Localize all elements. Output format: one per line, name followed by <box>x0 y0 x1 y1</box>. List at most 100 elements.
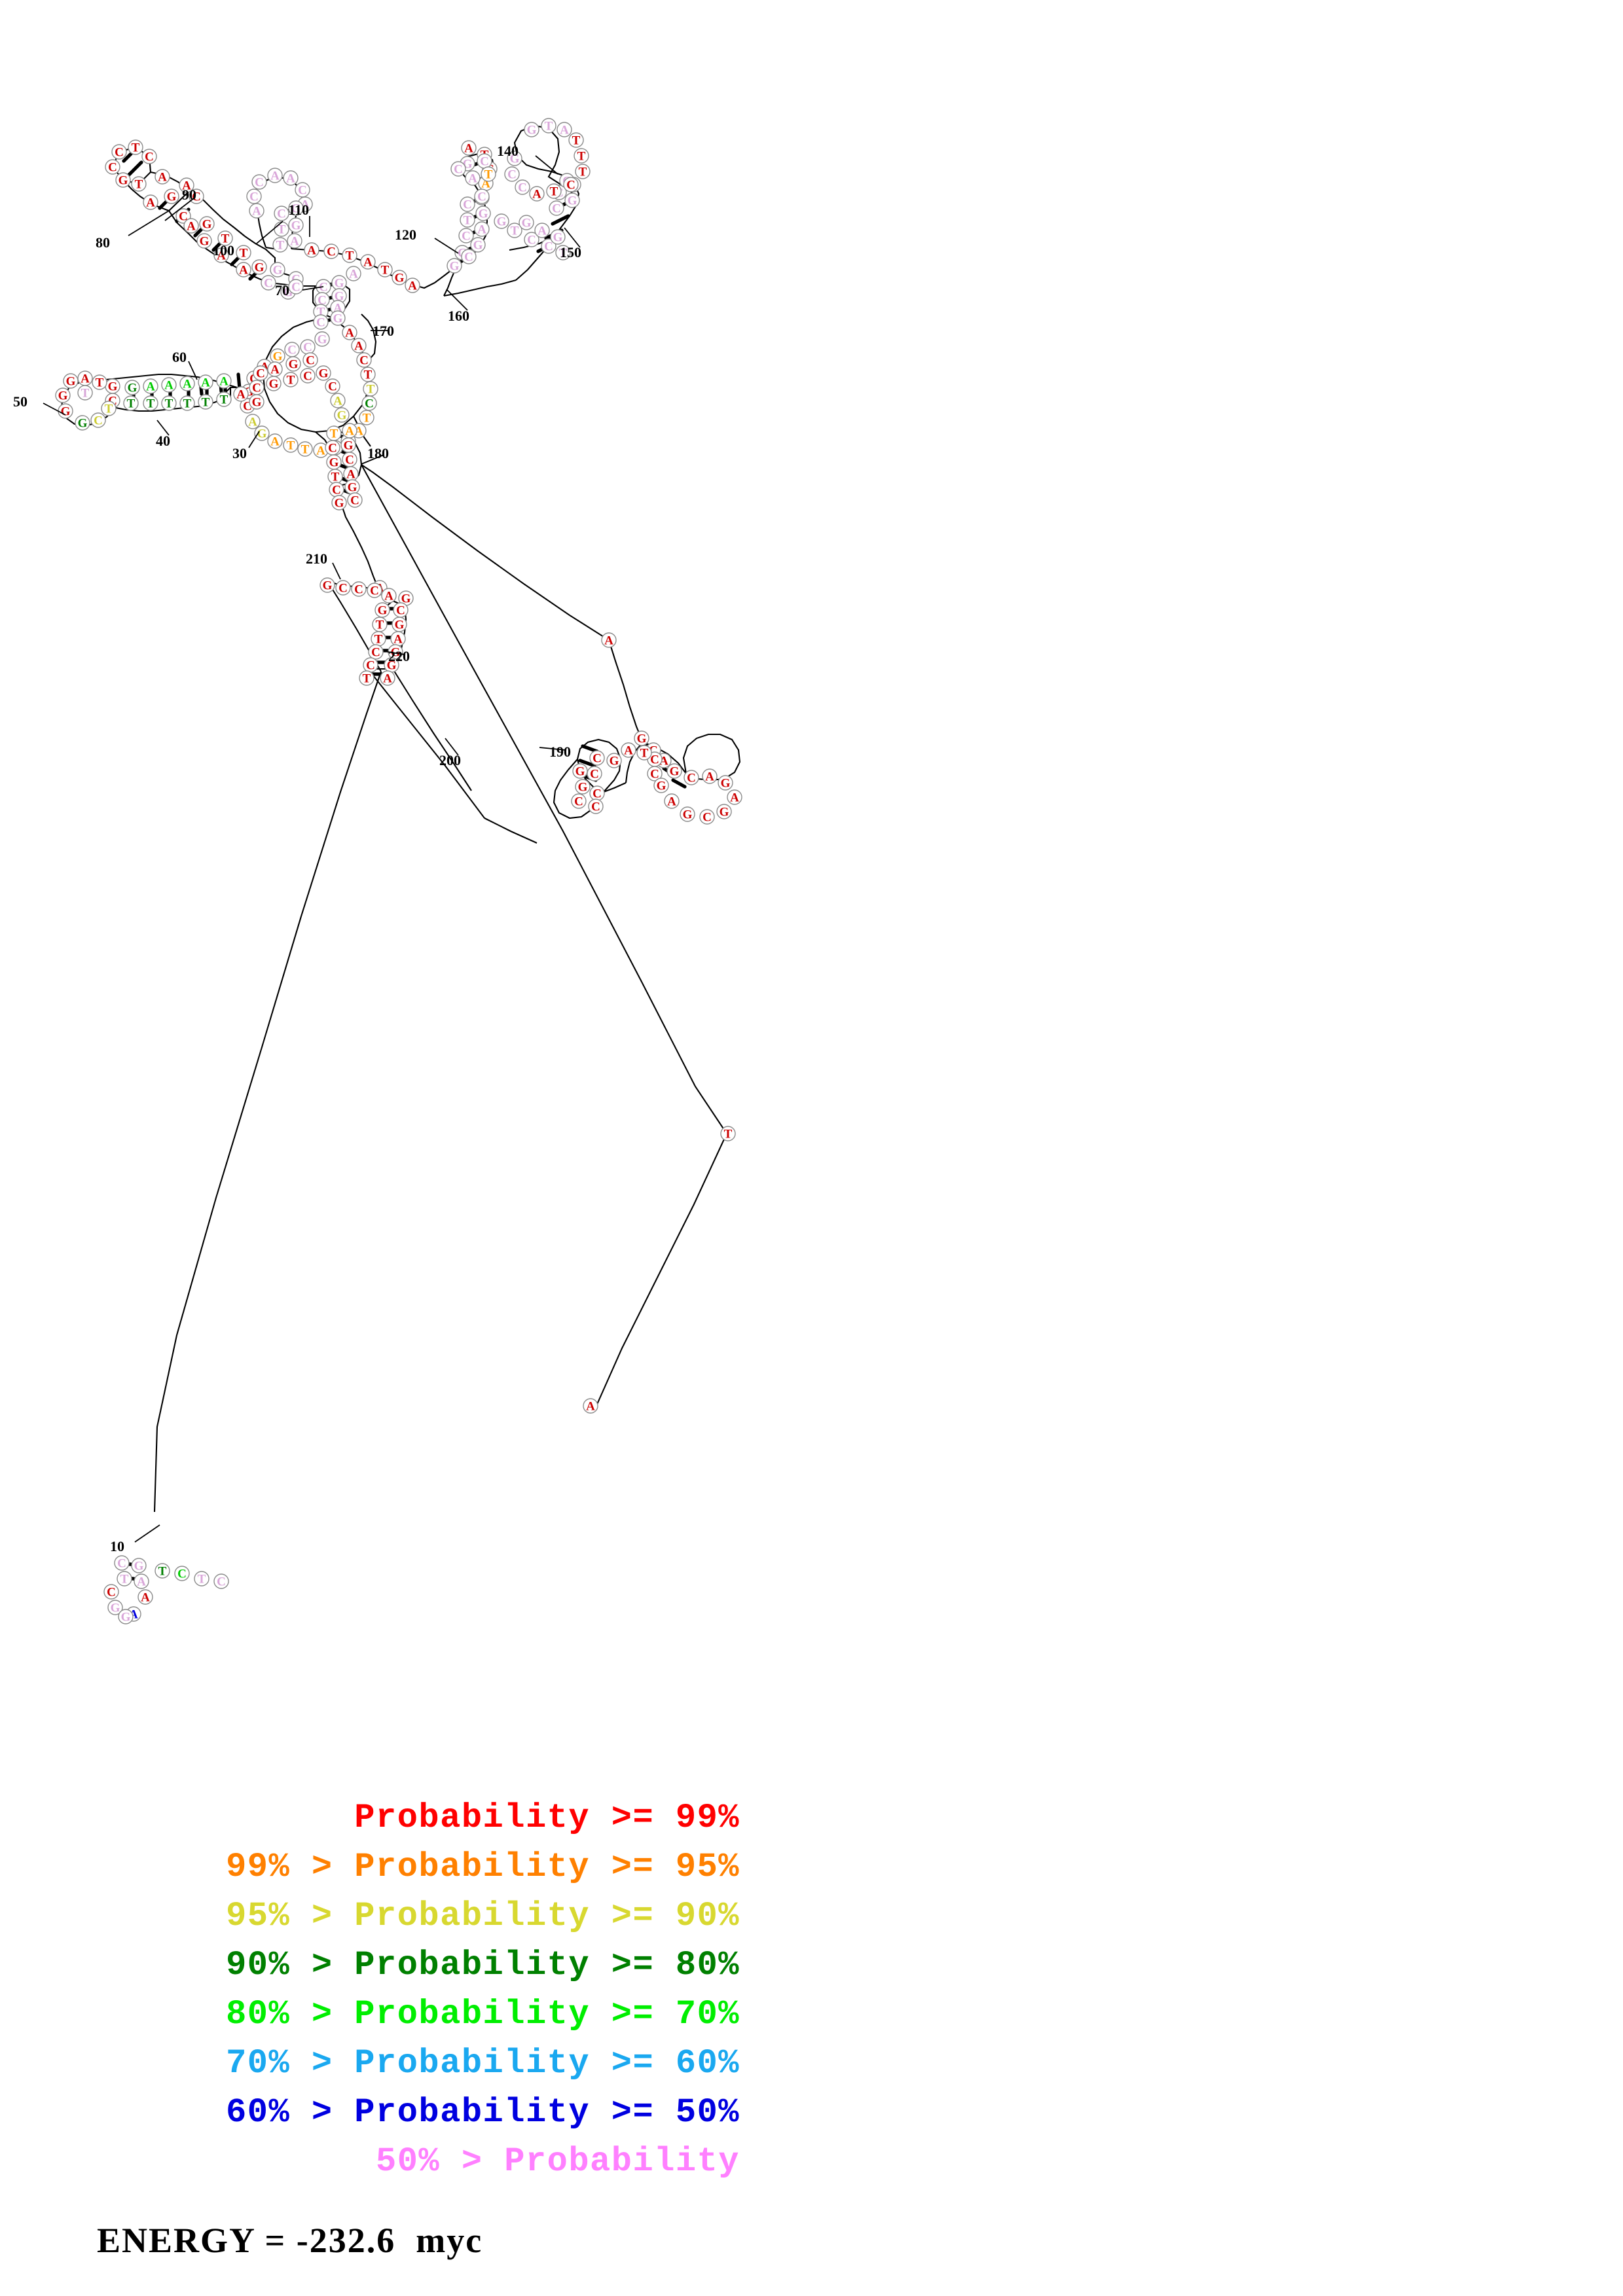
svg-text:T: T <box>364 368 373 382</box>
nucleotide-t: T <box>546 183 562 199</box>
position-label-30: 30 <box>232 445 247 461</box>
svg-text:G: G <box>395 619 405 632</box>
nucleotide-t: T <box>575 164 591 179</box>
legend-row-1: 99% > Probability >= 95% <box>226 1848 740 1886</box>
svg-text:A: A <box>345 425 354 439</box>
svg-text:C: C <box>650 753 659 767</box>
svg-text:G: G <box>553 231 563 245</box>
svg-text:A: A <box>346 468 356 482</box>
nucleotide-t: T <box>360 367 376 382</box>
svg-text:A: A <box>270 363 280 377</box>
svg-text:T: T <box>105 403 113 416</box>
svg-text:C: C <box>145 151 154 164</box>
position-leader-line <box>188 361 198 380</box>
svg-text:A: A <box>560 124 569 137</box>
nucleotide-t: T <box>541 118 556 134</box>
nucleotide-a: A <box>267 433 283 449</box>
svg-text:G: G <box>119 174 128 188</box>
svg-text:G: G <box>335 290 344 304</box>
nucleotide-g: G <box>470 237 486 253</box>
svg-text:A: A <box>316 444 325 458</box>
position-leader-line <box>446 289 468 311</box>
nucleotide-c: C <box>356 352 372 368</box>
nucleotide-t: T <box>283 437 299 453</box>
nucleotide-g: G <box>519 215 534 230</box>
nucleotide-g: G <box>331 495 347 511</box>
nucleotide-g: G <box>326 454 342 470</box>
svg-text:G: G <box>335 497 344 511</box>
position-label-220: 220 <box>388 648 410 664</box>
position-label-120: 120 <box>395 226 416 243</box>
svg-text:C: C <box>306 354 315 368</box>
nucleotide-c: C <box>524 232 539 247</box>
nucleotide-t: T <box>77 385 93 401</box>
nucleotide-g: G <box>107 1600 123 1615</box>
svg-text:G: G <box>387 659 397 673</box>
svg-text:G: G <box>473 239 483 253</box>
svg-text:G: G <box>318 333 327 347</box>
nucleotide-a: A <box>621 742 636 758</box>
nucleotide-t: T <box>143 395 158 411</box>
legend-row-7: 50% > Probability <box>376 2142 740 2181</box>
svg-text:C: C <box>117 1557 126 1571</box>
nucleotide-c: C <box>460 196 475 212</box>
nucleotide-g: G <box>118 1609 134 1624</box>
svg-text:T: T <box>198 1573 206 1587</box>
svg-text:A: A <box>363 256 373 270</box>
svg-text:C: C <box>255 176 264 190</box>
svg-text:C: C <box>115 146 124 160</box>
svg-text:T: T <box>147 397 155 411</box>
nucleotide-a: A <box>465 170 481 186</box>
svg-text:A: A <box>730 791 739 805</box>
svg-text:C: C <box>477 190 486 204</box>
nucleotide-c: C <box>587 766 602 781</box>
nucleotide-g: G <box>270 348 285 364</box>
position-label-100: 100 <box>213 242 234 259</box>
position-number-labels: 80 90 100 110 120 140 150 160 70 60 50 40 30 170 180 21… <box>13 143 581 1554</box>
svg-text:G: G <box>333 312 343 326</box>
legend-row-3: 90% > Probability >= 80% <box>226 1946 740 1984</box>
nucleotide-g: G <box>288 200 304 216</box>
svg-text:C: C <box>107 1586 116 1600</box>
svg-text:C: C <box>303 370 312 384</box>
nucleotide-c: C <box>393 602 409 618</box>
svg-text:G: G <box>720 806 729 819</box>
svg-text:G: G <box>348 481 357 495</box>
nucleotide-c: C <box>141 149 157 164</box>
svg-text:C: C <box>591 800 600 814</box>
svg-text:C: C <box>108 161 117 175</box>
svg-text:A: A <box>236 388 246 402</box>
nucleotide-a: A <box>664 793 680 809</box>
svg-text:G: G <box>111 1602 120 1615</box>
position-label-90: 90 <box>182 187 196 203</box>
nucleotide-c: C <box>103 1584 119 1600</box>
svg-text:G: G <box>450 260 460 274</box>
nucleotide-nodes: CCTCGTAAAGCCAGGTATAGCGGCCCAACAAGCGTATACT… <box>55 118 742 1624</box>
svg-text:G: G <box>252 396 262 410</box>
backbone-lines <box>60 124 741 1513</box>
svg-text:G: G <box>61 405 71 419</box>
svg-text:G: G <box>323 579 333 593</box>
svg-text:G: G <box>575 765 585 779</box>
svg-text:T: T <box>135 178 143 192</box>
nucleotide-t: T <box>297 441 313 457</box>
position-label-150: 150 <box>560 244 581 260</box>
svg-text:C: C <box>574 795 583 809</box>
nucleotide-c: C <box>251 174 267 190</box>
nucleotide-t: T <box>507 223 522 238</box>
svg-text:T: T <box>165 397 173 411</box>
nucleotide-t: T <box>117 1571 132 1587</box>
nucleotide-c: C <box>295 182 310 198</box>
nucleotide-t: T <box>216 391 232 407</box>
svg-text:T: T <box>363 412 371 425</box>
nucleotide-c: C <box>647 766 663 781</box>
svg-text:A: A <box>270 435 280 449</box>
position-leader-line <box>256 221 283 244</box>
nucleotide-a: A <box>143 194 158 210</box>
svg-text:A: A <box>333 395 342 408</box>
nucleotide-g: G <box>115 172 131 188</box>
svg-text:G: G <box>291 202 301 216</box>
nucleotide-a: A <box>155 169 170 185</box>
svg-text:T: T <box>363 672 371 686</box>
svg-text:C: C <box>359 354 369 368</box>
